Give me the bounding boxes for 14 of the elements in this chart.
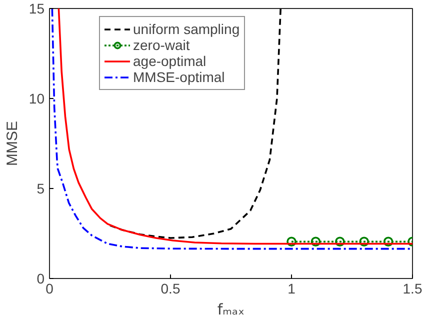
y-tick-label: 10 xyxy=(28,90,45,106)
y-tick-label: 5 xyxy=(36,180,45,196)
legend-label: age-optimal xyxy=(133,53,206,69)
line-series xyxy=(109,8,282,239)
legend-label: MMSE-optimal xyxy=(133,69,225,85)
x-tick-label: 1.5 xyxy=(402,280,422,296)
y-axis-title: MMSE xyxy=(4,121,21,166)
x-axis-title: fₘₐₓ xyxy=(217,300,245,318)
y-tick-label: 0 xyxy=(36,270,45,286)
y-tick-label: 15 xyxy=(28,0,45,16)
legend-label: uniform sampling xyxy=(133,21,240,37)
x-tick-label: 1 xyxy=(288,280,296,296)
legend-label: zero-wait xyxy=(133,37,190,53)
x-tick-label: 0.5 xyxy=(160,280,180,296)
